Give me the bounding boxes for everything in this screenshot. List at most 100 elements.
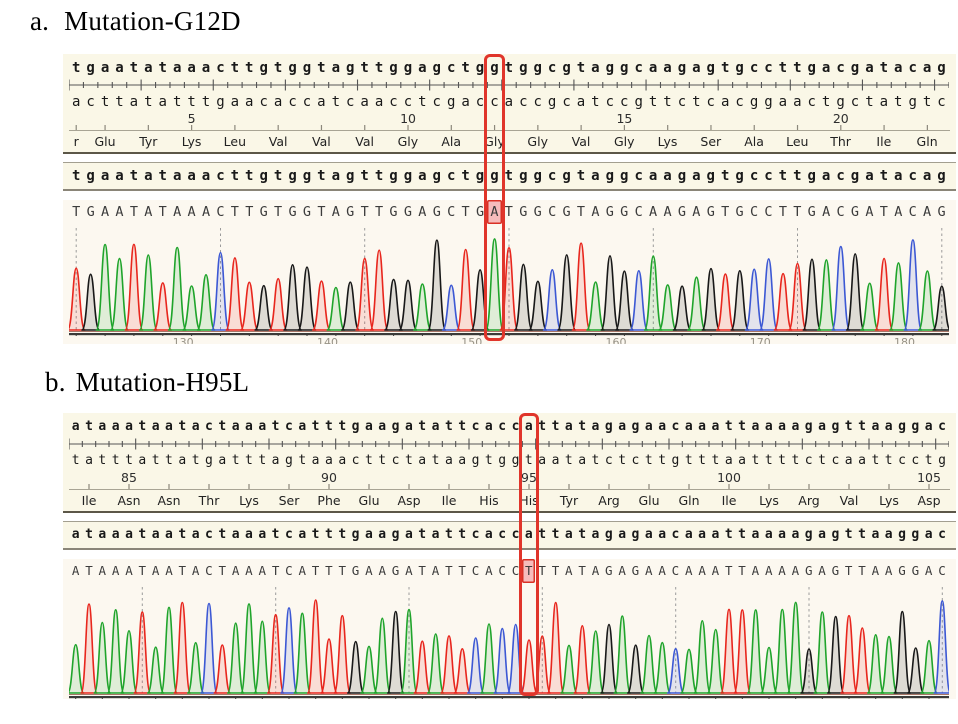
- trace-peak: [903, 239, 923, 331]
- base: t: [538, 419, 547, 434]
- trace-peak: [466, 637, 485, 694]
- base: T: [721, 204, 730, 220]
- base: g: [735, 60, 744, 76]
- base: t: [764, 453, 773, 468]
- base: C: [447, 204, 456, 220]
- codon-ticks: [88, 484, 930, 489]
- base: A: [778, 563, 786, 578]
- base: t: [125, 453, 133, 468]
- base: g: [620, 60, 629, 76]
- trace-peak: [831, 245, 851, 331]
- base: G: [605, 563, 613, 578]
- base: a: [418, 60, 427, 76]
- base: T: [338, 563, 346, 578]
- ruler-graphic: [69, 438, 949, 450]
- trace-peak: [715, 273, 735, 331]
- base: g: [804, 419, 813, 434]
- trace-peak: [520, 639, 538, 694]
- base: G: [605, 204, 614, 220]
- trace-peak: [600, 255, 620, 331]
- base: c: [938, 527, 946, 542]
- base: a: [698, 527, 706, 542]
- base: t: [374, 60, 384, 76]
- trace-peak: [813, 611, 832, 694]
- residue-number: 5: [187, 111, 196, 126]
- base: A: [865, 204, 874, 220]
- base: g: [533, 168, 542, 184]
- base: a: [111, 527, 120, 542]
- amino-acid: Val: [268, 134, 288, 149]
- trace-peak: [340, 281, 360, 331]
- base: A: [565, 563, 573, 578]
- base: a: [85, 453, 93, 468]
- amino-acid: Ser: [700, 134, 722, 149]
- base: a: [858, 453, 866, 468]
- base: t: [844, 419, 853, 434]
- base: c: [475, 94, 485, 110]
- base: a: [71, 527, 80, 542]
- trace-peak: [687, 276, 706, 331]
- base: t: [151, 453, 160, 468]
- base: G: [302, 204, 312, 220]
- trace-peak: [746, 609, 765, 694]
- base: a: [172, 168, 182, 184]
- base: c: [764, 60, 773, 76]
- base: g: [850, 60, 860, 76]
- base: c: [346, 94, 355, 110]
- base: a: [245, 94, 254, 110]
- base: t: [663, 94, 672, 110]
- base: a: [178, 453, 187, 468]
- base: t: [458, 527, 467, 542]
- base: g: [216, 94, 225, 110]
- trace-peak: [268, 277, 288, 331]
- trace-peak: [533, 635, 552, 694]
- panel-a-letter: a.: [30, 6, 50, 36]
- base: T: [458, 563, 466, 578]
- base: a: [111, 419, 120, 434]
- base: a: [879, 94, 889, 110]
- base: C: [511, 563, 520, 578]
- trace-peak: [680, 648, 698, 694]
- residue-number: 10: [400, 111, 416, 126]
- base: A: [591, 563, 600, 578]
- base: a: [644, 527, 653, 542]
- codon-tick-strip: [88, 484, 930, 489]
- base: c: [749, 60, 759, 76]
- base: g: [475, 168, 485, 184]
- base: t: [404, 453, 413, 468]
- trace-peak: [110, 257, 129, 331]
- position-ruler: [69, 437, 950, 451]
- base: T: [230, 204, 239, 220]
- base: t: [138, 527, 147, 542]
- base: g: [898, 527, 906, 542]
- base: t: [273, 60, 283, 76]
- base: c: [205, 527, 213, 542]
- base: t: [158, 60, 167, 76]
- base: t: [564, 453, 573, 468]
- base: g: [807, 60, 816, 76]
- base: a: [578, 453, 587, 468]
- base: T: [375, 204, 384, 220]
- base: a: [324, 453, 333, 468]
- base: A: [871, 563, 880, 578]
- base: c: [403, 94, 413, 110]
- base: t: [418, 527, 427, 542]
- base: a: [865, 168, 874, 184]
- base: t: [578, 527, 587, 542]
- base: a: [738, 453, 746, 468]
- base: t: [844, 527, 853, 542]
- base: A: [658, 563, 666, 578]
- base: a: [444, 453, 453, 468]
- base: a: [924, 527, 933, 542]
- base: t: [444, 419, 453, 434]
- base: a: [821, 168, 831, 184]
- base: T: [138, 563, 147, 578]
- base: t: [778, 168, 788, 184]
- base: a: [751, 527, 760, 542]
- base: G: [259, 204, 268, 220]
- base: a: [245, 527, 253, 542]
